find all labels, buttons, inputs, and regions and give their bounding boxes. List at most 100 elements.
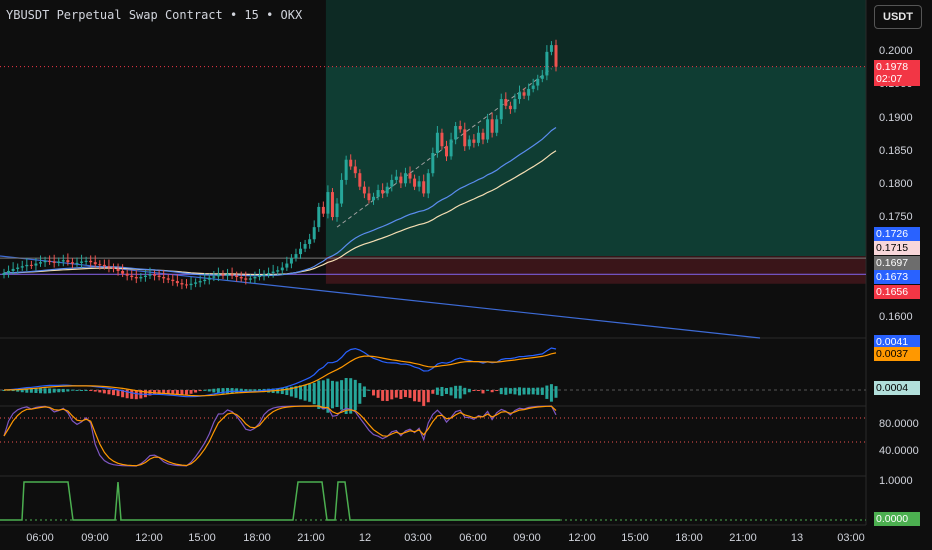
- candle-body: [349, 159, 353, 167]
- descending-trendline: [0, 255, 761, 339]
- candle-body: [508, 105, 512, 110]
- candle-body: [57, 261, 61, 263]
- signal-panel: [0, 481, 866, 521]
- macd-histogram-bar: [248, 389, 252, 392]
- position-zones: [325, 0, 866, 284]
- macd-line-tag: 0.0041: [874, 335, 920, 349]
- macd-histogram-bar: [48, 388, 52, 394]
- macd-histogram-bar: [16, 389, 20, 392]
- candle-body: [458, 126, 462, 130]
- signal-step-line: [0, 481, 560, 521]
- macd-histogram-bar: [394, 390, 398, 398]
- price-tick-label: 0.2000: [879, 45, 913, 57]
- macd-histogram-bar: [376, 390, 380, 398]
- candle-body: [111, 267, 115, 269]
- grid-lines: [0, 0, 867, 526]
- time-tick-label: 09:00: [81, 532, 109, 544]
- candle-body: [326, 192, 330, 214]
- candle-body: [171, 279, 175, 282]
- candle-body: [358, 173, 362, 187]
- candle-body: [490, 119, 494, 133]
- macd-histogram-bar: [518, 387, 522, 396]
- candle-body: [289, 258, 293, 264]
- candle-body: [367, 193, 371, 201]
- candle-body: [38, 262, 42, 264]
- macd-histogram-bar: [445, 388, 449, 394]
- candle-body: [531, 85, 535, 89]
- candle-body: [257, 275, 261, 278]
- signal-tick-label: 1.0000: [879, 475, 913, 487]
- candle-body: [518, 92, 522, 100]
- macd-histogram-bar: [362, 386, 366, 398]
- candle-body: [130, 275, 134, 278]
- time-tick-label: 15:00: [188, 532, 216, 544]
- time-tick-label: 13: [790, 532, 804, 544]
- time-tick-label: 21:00: [297, 532, 325, 544]
- macd-histogram-bar: [43, 388, 47, 394]
- candle-body: [299, 248, 303, 255]
- profit-zone-upper: [325, 0, 866, 67]
- macd-histogram-bar: [102, 390, 106, 394]
- currency-unit-button[interactable]: USDT: [874, 5, 922, 29]
- macd-histogram-bar: [486, 389, 490, 391]
- candle-body: [285, 263, 289, 268]
- stoch-k-line: [3, 405, 557, 467]
- candle-body: [139, 277, 143, 279]
- moving-averages: [3, 127, 557, 277]
- stoch-d-line: [3, 405, 557, 467]
- candle-body: [244, 278, 248, 280]
- macd-histogram-bar: [499, 387, 503, 395]
- candle-body: [175, 281, 179, 284]
- macd-histogram-bar: [403, 390, 407, 398]
- time-tick-label: 03:00: [837, 532, 865, 544]
- time-tick-label: 12:00: [135, 532, 163, 544]
- candle-body: [43, 260, 47, 263]
- macd-histogram-bar: [134, 390, 138, 400]
- macd-histogram-bar: [472, 390, 476, 391]
- macd-histogram-bar: [89, 390, 93, 391]
- stoch-tick-label: 80.0000: [879, 418, 919, 430]
- candle-body: [445, 146, 449, 157]
- macd-histogram-bar: [308, 384, 312, 402]
- macd-histogram-bar: [253, 389, 257, 392]
- ema-slow-tag: 0.1715: [874, 241, 920, 255]
- macd-histogram-bar: [111, 390, 115, 396]
- macd-histogram-bar: [226, 387, 230, 395]
- macd-histogram-bar: [280, 387, 284, 395]
- macd-histogram-bar: [221, 388, 225, 394]
- chart-title: YBUSDT Perpetual Swap Contract • 15 • OK…: [6, 8, 303, 22]
- candlestick-series: [2, 39, 558, 290]
- macd-histogram-bar: [508, 388, 512, 394]
- profit-zone: [325, 66, 866, 257]
- candle-body: [522, 92, 526, 96]
- macd-histogram-bar: [549, 384, 553, 402]
- candle-body: [230, 274, 234, 276]
- last-price-tag: 0.1978 02:07: [874, 60, 920, 86]
- candle-body: [390, 179, 394, 187]
- candle-body: [554, 45, 558, 67]
- candle-body: [335, 203, 339, 218]
- macd-histogram-bar: [435, 387, 439, 395]
- candle-body: [70, 262, 74, 264]
- candle-body: [216, 274, 220, 277]
- macd-panel: [0, 347, 866, 415]
- macd-histogram-bar: [463, 387, 467, 395]
- candle-body: [454, 126, 458, 140]
- candle-body: [463, 129, 467, 147]
- candle-body: [435, 132, 439, 153]
- candle-body: [340, 179, 344, 204]
- macd-histogram-bar: [121, 390, 125, 398]
- macd-histogram-bar: [34, 388, 38, 393]
- macd-histogram-bar: [166, 390, 170, 394]
- macd-histogram-bar: [198, 390, 202, 392]
- macd-histogram-bar: [431, 390, 435, 394]
- candle-body: [52, 261, 56, 263]
- macd-histogram-bar: [57, 388, 61, 393]
- candle-body: [212, 276, 216, 278]
- candle-body: [486, 119, 490, 140]
- candle-body: [102, 264, 106, 267]
- candle-body: [226, 274, 230, 276]
- macd-histogram-bar: [203, 389, 207, 391]
- candle-body: [472, 139, 476, 143]
